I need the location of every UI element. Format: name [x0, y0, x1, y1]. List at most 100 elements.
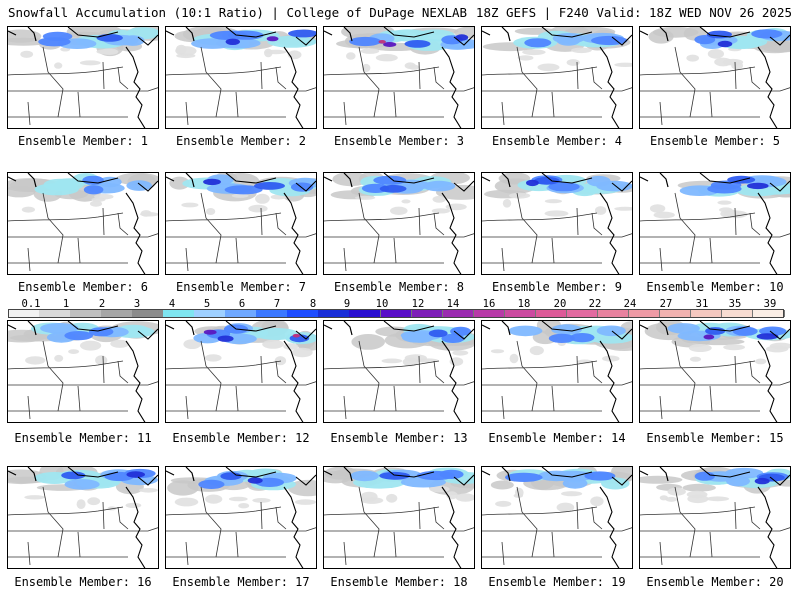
colorbar-tick-label: 22 — [588, 298, 602, 310]
colorbar-tick-label: 39 — [763, 298, 777, 310]
ensemble-member-label: Ensemble Member: 20 — [646, 575, 784, 589]
ensemble-member-label: Ensemble Member: 14 — [488, 431, 626, 445]
ensemble-member-label: Ensemble Member: 7 — [175, 280, 307, 294]
snowfall-map-graphic — [640, 27, 790, 128]
snowfall-map-graphic — [482, 321, 632, 422]
colorbar-swatch — [163, 310, 195, 317]
ensemble-member-map — [639, 320, 791, 423]
colorbar-swatch — [442, 310, 475, 317]
colorbar-tick-label: 8 — [309, 298, 317, 310]
snowfall-map-graphic — [482, 27, 632, 128]
ensemble-member-label: Ensemble Member: 19 — [488, 575, 626, 589]
ensemble-member-label: Ensemble Member: 9 — [491, 280, 623, 294]
ensemble-member-map — [7, 26, 159, 129]
snowfall-map-graphic — [166, 321, 316, 422]
snowfall-map-graphic — [324, 321, 474, 422]
colorbar-swatch — [473, 310, 506, 317]
colorbar-swatch — [380, 310, 412, 317]
colorbar-tick-label: 16 — [482, 298, 496, 310]
colorbar-tick-label: 3 — [133, 298, 141, 310]
colorbar-swatch — [504, 310, 537, 317]
colorbar-tick-label: 6 — [238, 298, 246, 310]
colorbar-tick-label: 0.1 — [21, 298, 41, 310]
ensemble-member-map — [165, 466, 317, 569]
ensemble-member-map — [481, 466, 633, 569]
colorbar-swatch — [225, 310, 257, 317]
colorbar-swatch — [411, 310, 443, 317]
snowfall-map-graphic — [166, 467, 316, 568]
colorbar-tick-label: 9 — [343, 298, 351, 310]
colorbar-swatch — [659, 310, 692, 317]
ensemble-member-map — [481, 26, 633, 129]
snowfall-map-graphic — [324, 27, 474, 128]
colorbar-swatch — [8, 310, 40, 317]
colorbar-swatch — [566, 310, 599, 317]
model-valid-time: 18Z GEFS | F240 Valid: 18Z WED NOV 26 20… — [475, 5, 792, 20]
ensemble-member-map — [323, 320, 475, 423]
snowfall-map-graphic — [640, 321, 790, 422]
ensemble-member-label: Ensemble Member: 5 — [649, 134, 781, 148]
ensemble-member-map — [639, 172, 791, 275]
colorbar-swatch — [194, 310, 226, 317]
colorbar-swatch — [287, 310, 319, 317]
ensemble-member-label: Ensemble Member: 6 — [17, 280, 149, 294]
snowfall-map-graphic — [8, 173, 158, 274]
colorbar-tick-label: 24 — [623, 298, 637, 310]
map-title: Snowfall Accumulation (10:1 Ratio) | Col… — [8, 5, 468, 20]
colorbar-tick-label: 18 — [517, 298, 531, 310]
colorbar-tick-label: 20 — [553, 298, 567, 310]
header: Snowfall Accumulation (10:1 Ratio) | Col… — [0, 0, 800, 24]
ensemble-member-map — [165, 320, 317, 423]
snowfall-map-graphic — [482, 173, 632, 274]
ensemble-member-label: Ensemble Member: 15 — [646, 431, 784, 445]
snowfall-map-graphic — [166, 27, 316, 128]
snowfall-map-graphic — [8, 27, 158, 128]
ensemble-member-label: Ensemble Member: 12 — [172, 431, 310, 445]
ensemble-member-map — [639, 466, 791, 569]
colorbar-swatch — [597, 310, 630, 317]
colorbar-tick-label: 1 — [62, 298, 70, 310]
ensemble-member-map — [7, 172, 159, 275]
ensemble-member-label: Ensemble Member: 18 — [330, 575, 468, 589]
colorbar-tick-label: 14 — [446, 298, 460, 310]
ensemble-member-map — [323, 172, 475, 275]
snowfall-map-graphic — [324, 467, 474, 568]
colorbar-swatch — [721, 310, 754, 317]
ensemble-member-map — [481, 172, 633, 275]
ensemble-member-label: Ensemble Member: 11 — [14, 431, 152, 445]
ensemble-member-map — [165, 172, 317, 275]
colorbar-swatch — [349, 310, 381, 317]
ensemble-member-label: Ensemble Member: 1 — [17, 134, 149, 148]
colorbar-tick-label: 2 — [98, 298, 106, 310]
colorbar-swatch — [318, 310, 350, 317]
colorbar-swatch — [690, 310, 723, 317]
colorbar-tick-label: 12 — [411, 298, 425, 310]
snowfall-map-graphic — [166, 173, 316, 274]
snowfall-map-graphic — [8, 321, 158, 422]
colorbar-tick-label: 7 — [273, 298, 281, 310]
colorbar-tick-label: 35 — [728, 298, 742, 310]
ensemble-member-map — [323, 26, 475, 129]
colorbar-tick-label: 5 — [203, 298, 211, 310]
ensemble-member-label: Ensemble Member: 13 — [330, 431, 468, 445]
ensemble-member-label: Ensemble Member: 8 — [333, 280, 465, 294]
ensemble-member-map — [7, 466, 159, 569]
colorbar-swatch — [101, 310, 133, 317]
colorbar-swatch — [70, 310, 102, 317]
colorbar-tick-label: 10 — [375, 298, 389, 310]
snowfall-map-graphic — [8, 467, 158, 568]
colorbar-swatch — [256, 310, 288, 317]
ensemble-member-label: Ensemble Member: 16 — [14, 575, 152, 589]
colorbar-swatch — [535, 310, 568, 317]
ensemble-member-label: Ensemble Member: 10 — [646, 280, 784, 294]
colorbar-tick-label: 27 — [659, 298, 673, 310]
ensemble-member-map — [323, 466, 475, 569]
colorbar-swatch — [39, 310, 71, 317]
ensemble-member-map — [481, 320, 633, 423]
colorbar-swatch — [132, 310, 164, 317]
snowfall-map-graphic — [324, 173, 474, 274]
colorbar-swatch — [753, 310, 785, 317]
colorbar-swatch — [628, 310, 661, 317]
ensemble-member-map — [639, 26, 791, 129]
